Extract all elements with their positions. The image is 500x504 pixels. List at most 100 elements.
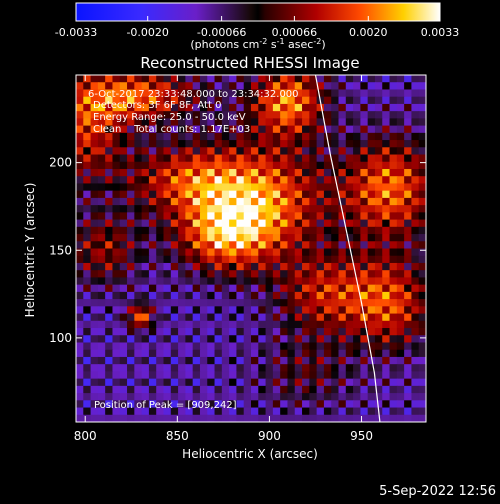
heatmap-cell: [323, 320, 332, 329]
heatmap-cell: [156, 183, 165, 192]
heatmap-cell: [134, 284, 143, 293]
heatmap-cell: [353, 270, 361, 279]
heatmap-cell: [258, 414, 267, 422]
heatmap-cell: [199, 328, 208, 336]
heatmap-cell: [389, 393, 398, 401]
heatmap-cell: [251, 400, 259, 409]
heatmap-cell: [265, 364, 274, 372]
heatmap-cell: [90, 328, 99, 336]
heatmap-cell: [112, 140, 121, 148]
heatmap-cell: [272, 407, 281, 416]
heatmap-cell: [331, 313, 340, 322]
heatmap-cell: [323, 75, 332, 83]
heatmap-cell: [280, 277, 289, 286]
heatmap-cell: [331, 400, 340, 409]
heatmap-cell: [280, 96, 289, 105]
heatmap-cell: [382, 140, 391, 148]
colorbar-tick-label: -0.0020: [126, 26, 168, 39]
heatmap-cell: [76, 371, 84, 380]
heatmap-cell: [258, 371, 267, 380]
heatmap-cell: [163, 407, 172, 416]
heatmap-cell: [156, 75, 165, 83]
heatmap-cell: [411, 277, 420, 286]
heatmap-cell: [148, 364, 157, 372]
heatmap-cell: [134, 328, 143, 336]
x-axis-ticks: 800 850 900 950: [74, 75, 373, 443]
heatmap-cell: [309, 342, 318, 351]
heatmap-cell: [353, 291, 361, 300]
heatmap-cell: [411, 356, 420, 365]
heatmap-cell: [258, 190, 267, 199]
heatmap-cell: [396, 313, 405, 322]
heatmap-cell: [367, 248, 376, 257]
heatmap-cell: [360, 262, 369, 271]
heatmap-cell: [411, 89, 420, 98]
heatmap-cell: [411, 262, 420, 271]
heatmap-cell: [382, 111, 391, 119]
heatmap-cell: [396, 197, 405, 206]
heatmap-cell: [302, 111, 310, 119]
heatmap-cell: [221, 89, 230, 98]
heatmap-cell: [141, 270, 150, 279]
heatmap-cell: [229, 75, 238, 83]
heatmap-cell: [134, 140, 143, 148]
heatmap-cell: [134, 342, 143, 351]
heatmap-cell: [338, 371, 347, 380]
heatmap-cell: [207, 140, 216, 148]
heatmap-cell: [367, 328, 376, 336]
heatmap-cell: [236, 168, 245, 177]
heatmap-cell: [258, 270, 267, 279]
heatmap-cell: [418, 407, 426, 416]
heatmap-cell: [418, 161, 426, 170]
heatmap-cell: [338, 407, 347, 416]
heatmap-cell: [389, 313, 398, 322]
heatmap-cell: [119, 371, 128, 380]
heatmap-cell: [236, 205, 245, 213]
heatmap-cell: [229, 140, 238, 148]
heatmap-cell: [127, 407, 135, 416]
heatmap-cell: [258, 320, 267, 329]
heatmap-cell: [83, 161, 92, 170]
heatmap-cell: [112, 226, 121, 235]
heatmap-cell: [170, 161, 179, 170]
heatmap-cell: [280, 364, 289, 372]
heatmap-cell: [367, 183, 376, 192]
heatmap-cell: [338, 190, 347, 199]
heatmap-cell: [367, 320, 376, 329]
heatmap-cell: [105, 393, 114, 401]
heatmap-cell: [119, 349, 128, 358]
heatmap-cell: [199, 356, 208, 365]
heatmap-cell: [345, 299, 354, 307]
heatmap-cell: [323, 356, 332, 365]
heatmap-cell: [90, 255, 99, 264]
heatmap-cell: [374, 176, 383, 185]
heatmap-cell: [411, 168, 420, 177]
heatmap-cell: [127, 364, 135, 372]
heatmap-cell: [127, 342, 135, 351]
heatmap-cell: [119, 190, 128, 199]
heatmap-cell: [309, 168, 318, 177]
heatmap-cell: [214, 385, 223, 394]
heatmap-cell: [316, 82, 325, 91]
heatmap-cell: [287, 96, 296, 105]
heatmap-cell: [360, 255, 369, 264]
heatmap-cell: [404, 270, 413, 279]
heatmap-cell: [367, 241, 376, 250]
heatmap-cell: [316, 270, 325, 279]
heatmap-cell: [141, 161, 150, 170]
heatmap-cell: [229, 320, 238, 329]
heatmap-cell: [221, 197, 230, 206]
heatmap-cell: [309, 103, 318, 112]
heatmap-cell: [353, 248, 361, 257]
heatmap-cell: [374, 234, 383, 242]
heatmap-cell: [287, 161, 296, 170]
heatmap-cell: [309, 385, 318, 394]
heatmap-cell: [294, 371, 303, 380]
heatmap-cell: [148, 349, 157, 358]
heatmap-cell: [389, 378, 398, 387]
heatmap-cell: [272, 414, 281, 422]
heatmap-cell: [207, 371, 216, 380]
heatmap-cell: [287, 320, 296, 329]
heatmap-cell: [90, 277, 99, 286]
heatmap-cell: [90, 147, 99, 156]
